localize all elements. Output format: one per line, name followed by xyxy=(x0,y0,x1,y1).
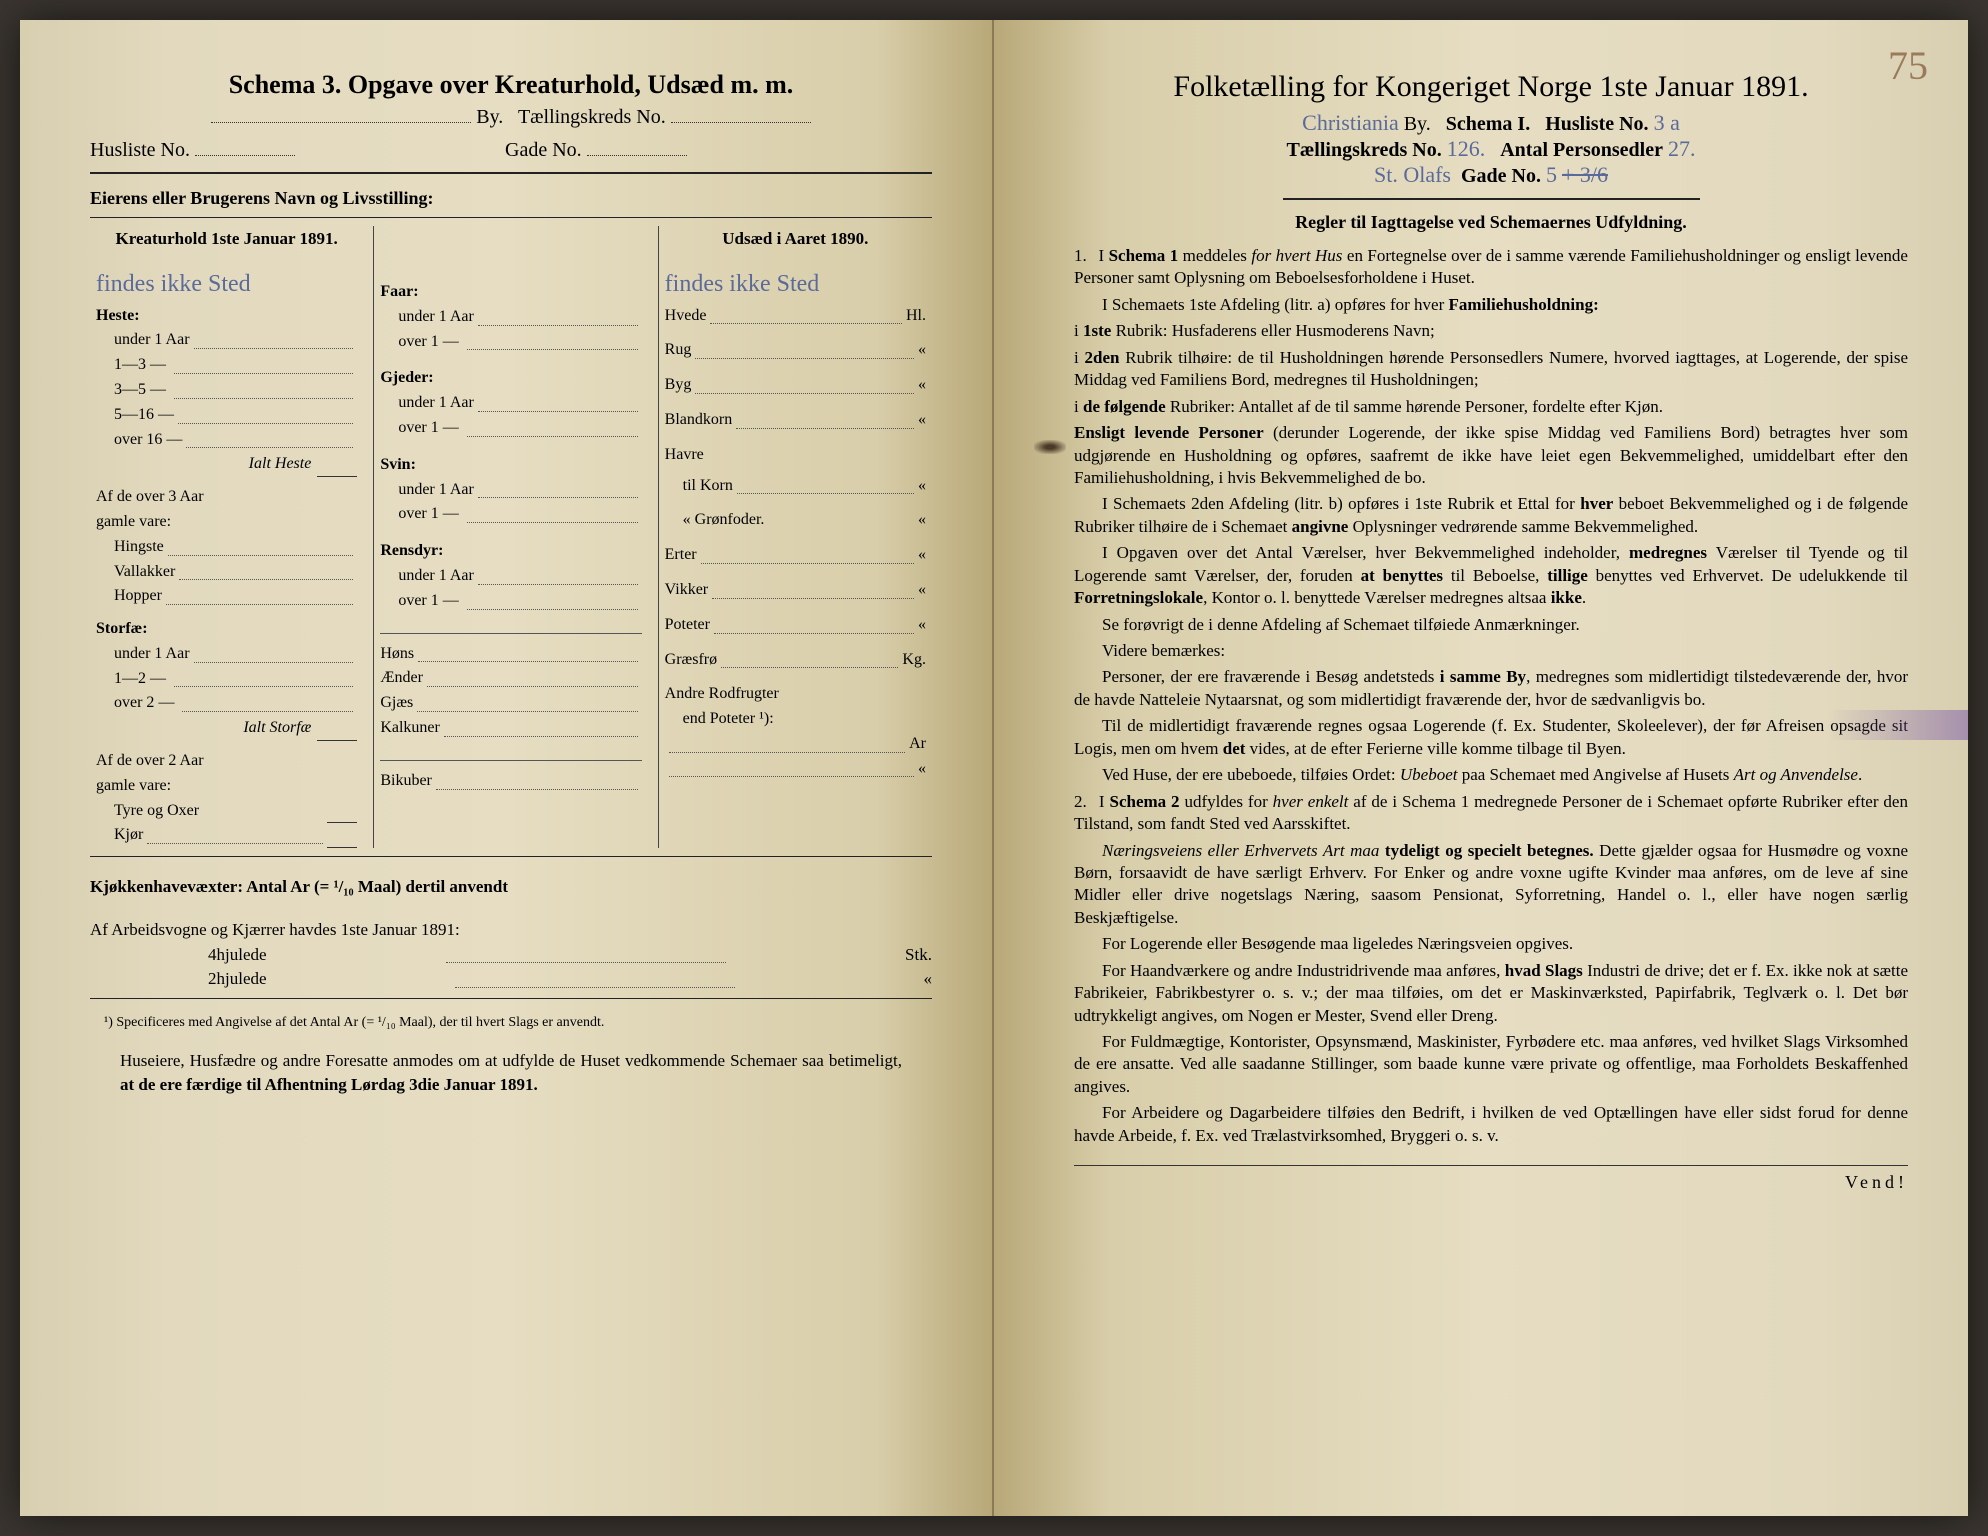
hand-col3: findes ikke Sted xyxy=(665,266,926,303)
rules-body: 1. I Schema 1 meddeles for hvert Hus en … xyxy=(1074,245,1908,1147)
left-subheader2: Husliste No. Gade No. xyxy=(90,139,932,162)
footnote: ¹) Specificeres med Angivelse af det Ant… xyxy=(90,1015,932,1031)
hand-col1: findes ikke Sted xyxy=(96,266,357,303)
page-number-hand: 75 xyxy=(1888,42,1928,89)
purple-smudge xyxy=(1828,710,1968,740)
col-crops: Udsæd i Aaret 1890. findes ikke Sted Hve… xyxy=(658,226,932,848)
left-page: Schema 3. Opgave over Kreaturhold, Udsæd… xyxy=(20,20,994,1516)
owner-label: Eierens eller Brugerens Navn og Livsstil… xyxy=(90,188,932,209)
right-heading: Folketælling for Kongeriget Norge 1ste J… xyxy=(1074,70,1908,104)
col-animals-1: Kreaturhold 1ste Januar 1891. findes ikk… xyxy=(90,226,363,848)
right-page: 75 Folketælling for Kongeriget Norge 1st… xyxy=(994,20,1968,1516)
col-animals-2: Faar: under 1 Aar over 1 — Gjeder: under… xyxy=(373,226,647,848)
vogne-line: Af Arbeidsvogne og Kjærrer havdes 1ste J… xyxy=(90,918,932,992)
vend-label: Vend! xyxy=(1074,1165,1908,1193)
left-heading: Schema 3. Opgave over Kreaturhold, Udsæd… xyxy=(90,70,932,100)
kjokken-line: Kjøkkenhavevæxter: Antal Ar (= ¹/₁₀ Maal… xyxy=(90,875,932,900)
book-spread: Schema 3. Opgave over Kreaturhold, Udsæd… xyxy=(20,20,1968,1516)
right-line2: Tællingskreds No. 126. Antal Personsedle… xyxy=(1074,136,1908,162)
right-line3: St. Olafs Gade No. 5 + 3/6 xyxy=(1074,162,1908,188)
left-subheader: By. Tællingskreds No. xyxy=(90,106,932,129)
right-line1: Christiania By. Schema I. Husliste No. 3… xyxy=(1074,110,1908,136)
rules-title: Regler til Iagttagelse ved Schemaernes U… xyxy=(1074,212,1908,233)
stain-mark xyxy=(1034,440,1066,454)
kreatur-table: Kreaturhold 1ste Januar 1891. findes ikk… xyxy=(90,217,932,857)
bottom-instruction: Huseiere, Husfædre og andre Foresatte an… xyxy=(90,1049,932,1098)
